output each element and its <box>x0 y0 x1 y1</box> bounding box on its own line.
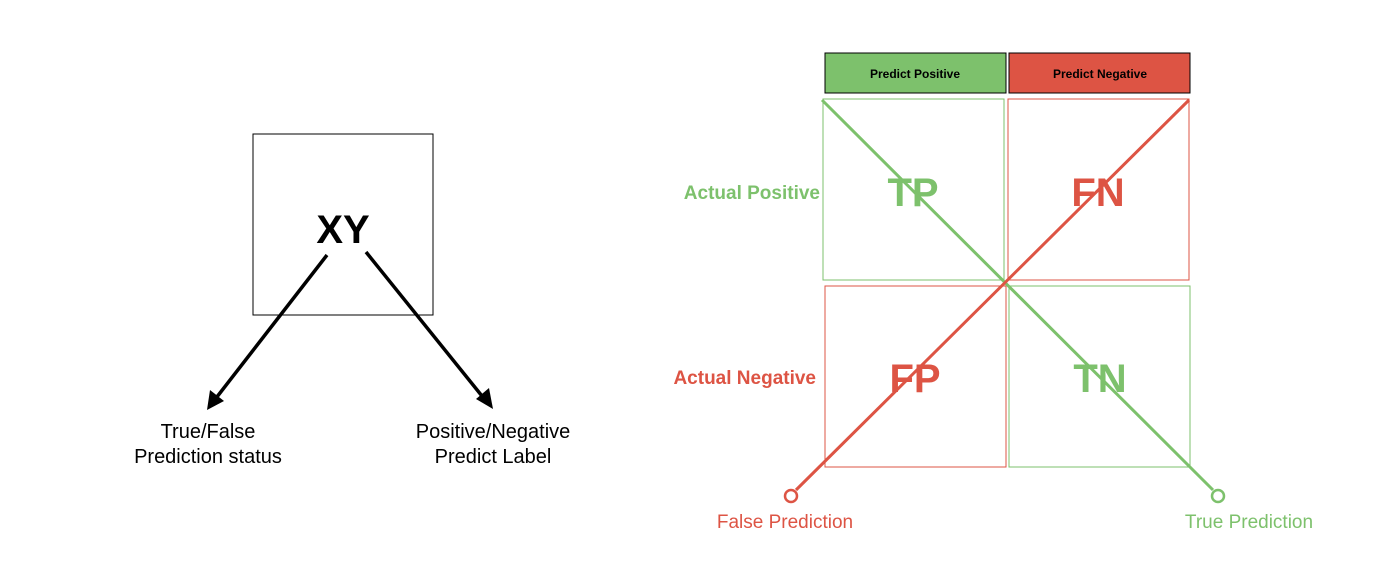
cell-fp-box <box>824 285 1007 468</box>
cell-tp-box <box>822 98 1005 281</box>
xy-diagram: XY True/False Prediction status Positive… <box>134 133 571 468</box>
true-prediction-endpoint <box>1210 488 1226 504</box>
header-predict-positive-box <box>824 52 1007 94</box>
row-header-actual-negative: Actual Negative <box>673 368 816 389</box>
confusion-matrix: Predict Positive Predict Negative Actual… <box>673 52 1313 533</box>
header-predict-negative: Predict Negative <box>1053 67 1147 81</box>
true-prediction-label: True Prediction <box>1185 512 1313 533</box>
header-predict-positive: Predict Positive <box>870 67 960 81</box>
left-target-line2: Prediction status <box>134 446 282 468</box>
false-prediction-diagonal <box>794 98 1191 492</box>
false-prediction-endpoint <box>783 488 799 504</box>
cell-tn-box <box>1008 285 1191 468</box>
cell-fn-box <box>1007 98 1190 281</box>
row-header-actual-positive: Actual Positive <box>684 183 820 204</box>
arrow-left <box>211 253 329 404</box>
header-predict-negative-box <box>1008 52 1191 94</box>
arrowhead-left <box>207 390 224 410</box>
right-target-line1: Positive/Negative <box>416 421 571 443</box>
arrow-right <box>364 250 488 403</box>
xy-box <box>252 133 434 316</box>
true-prediction-diagonal <box>820 98 1215 492</box>
xy-label: XY <box>316 208 370 252</box>
right-target-line2: Predict Label <box>435 446 552 468</box>
cell-fp: FP <box>889 357 940 401</box>
false-prediction-label: False Prediction <box>717 512 853 533</box>
arrowhead-right <box>476 388 493 409</box>
left-target-line1: True/False <box>161 421 256 443</box>
